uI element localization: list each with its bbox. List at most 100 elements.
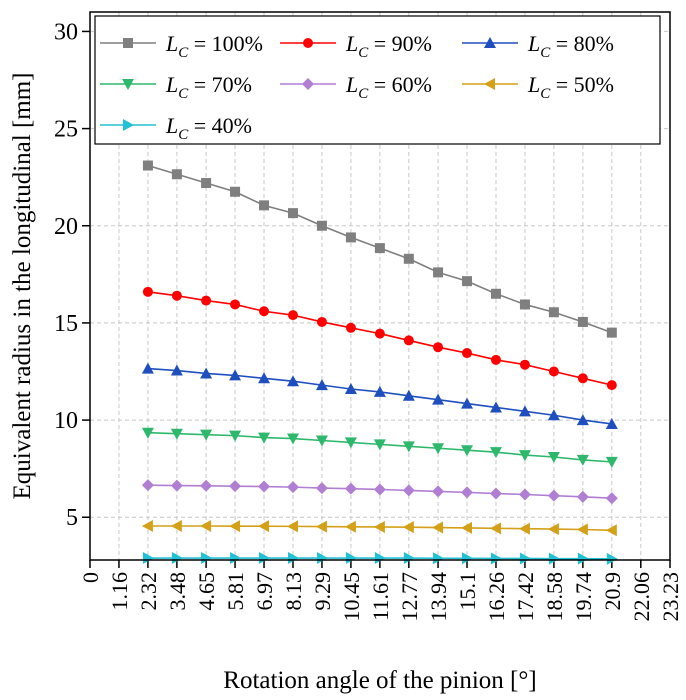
data-point (519, 552, 531, 565)
data-point (201, 178, 212, 189)
data-point (229, 480, 242, 493)
data-point (258, 372, 271, 384)
data-point (519, 299, 530, 310)
data-point (201, 295, 212, 306)
data-point (316, 220, 327, 231)
data-point (171, 290, 182, 301)
data-point (170, 519, 182, 532)
data-point (547, 409, 560, 421)
data-point (432, 443, 445, 455)
x-tick-label: 19.74 (571, 572, 596, 622)
data-point (315, 520, 327, 533)
data-point (577, 552, 589, 565)
x-tick-label: 5.81 (223, 572, 248, 611)
data-point (286, 520, 298, 533)
series-6 (142, 552, 618, 565)
data-point (200, 519, 212, 532)
y-tick-label: 10 (54, 408, 78, 434)
legend: LC = 100% LC = 90% LC = 80% LC = 70% LC = 60… (94, 15, 661, 145)
legend-label: LC = 50% (527, 72, 614, 102)
data-point (461, 521, 473, 534)
data-point (605, 456, 618, 468)
data-point (489, 447, 502, 459)
data-point (490, 552, 502, 565)
series-2 (141, 362, 618, 429)
x-tick-label: 18.58 (542, 572, 567, 622)
data-point (462, 276, 473, 287)
x-tick-label: 4.65 (194, 572, 219, 611)
data-point (287, 310, 298, 321)
legend-marker (123, 38, 133, 48)
legend-label: LC = 60% (345, 72, 432, 102)
data-point (141, 479, 154, 492)
data-point (373, 385, 386, 397)
data-point (141, 362, 154, 374)
data-point (230, 186, 241, 197)
data-point (606, 327, 617, 338)
data-point (142, 552, 154, 565)
series-4 (141, 479, 618, 505)
data-point (374, 328, 385, 339)
legend-label: LC = 90% (345, 31, 432, 61)
data-point (548, 307, 559, 318)
legend-marker (303, 38, 313, 48)
legend-item: LC = 60% (280, 72, 432, 102)
x-tick-label: 15.1 (455, 572, 480, 611)
data-point (548, 366, 559, 377)
data-point (315, 435, 328, 447)
data-point (402, 484, 415, 497)
legend-marker (122, 79, 134, 90)
data-point (518, 488, 531, 501)
x-tick-label: 12.77 (397, 572, 422, 622)
y-tick-label: 5 (66, 505, 78, 531)
series-5 (141, 519, 617, 537)
data-point (259, 200, 270, 211)
data-point (344, 437, 357, 449)
series-1 (142, 286, 617, 391)
legend-marker (302, 78, 314, 90)
data-point (432, 485, 445, 498)
legend-item: LC = 40% (100, 113, 252, 143)
y-axis-title: Equivalent radius in the longitudinal [m… (9, 72, 36, 499)
data-point (141, 519, 153, 532)
x-tick-label: 10.45 (339, 572, 364, 622)
data-point (229, 430, 242, 442)
data-point (519, 359, 530, 370)
data-point (315, 482, 328, 495)
data-point (170, 479, 183, 492)
legend-item: LC = 100% (100, 31, 263, 61)
series-layer (141, 160, 618, 565)
data-point (462, 348, 473, 359)
legend-box (94, 15, 661, 145)
data-point (433, 552, 445, 565)
x-tick-label: 0 (78, 572, 103, 583)
data-point (403, 253, 414, 264)
series-3 (141, 427, 618, 468)
data-point (490, 288, 501, 299)
data-point (461, 486, 474, 499)
data-point (461, 445, 474, 457)
data-point (489, 522, 501, 535)
data-point (230, 299, 241, 310)
data-point (402, 521, 414, 534)
y-axis-ticks: 5 10 15 20 25 30 (54, 19, 90, 531)
legend-item: LC = 90% (280, 31, 432, 61)
data-point (432, 521, 444, 534)
x-tick-label: 17.42 (513, 572, 538, 622)
data-point (402, 441, 415, 453)
legend-item: LC = 50% (462, 72, 614, 102)
data-point (259, 552, 271, 565)
data-point (142, 286, 153, 297)
data-point (286, 433, 299, 445)
data-point (200, 429, 213, 441)
data-point (432, 393, 445, 405)
x-tick-label: 20.9 (600, 572, 625, 611)
data-point (315, 379, 328, 391)
y-tick-label: 15 (54, 311, 78, 337)
data-point (547, 452, 560, 464)
data-point (344, 520, 356, 533)
plot-frame (89, 11, 671, 561)
data-point (576, 414, 589, 426)
x-axis-ticks: 0 1.16 2.32 3.48 4.65 5.81 6.97 8.13 9.29 10.45 11… (78, 560, 683, 622)
